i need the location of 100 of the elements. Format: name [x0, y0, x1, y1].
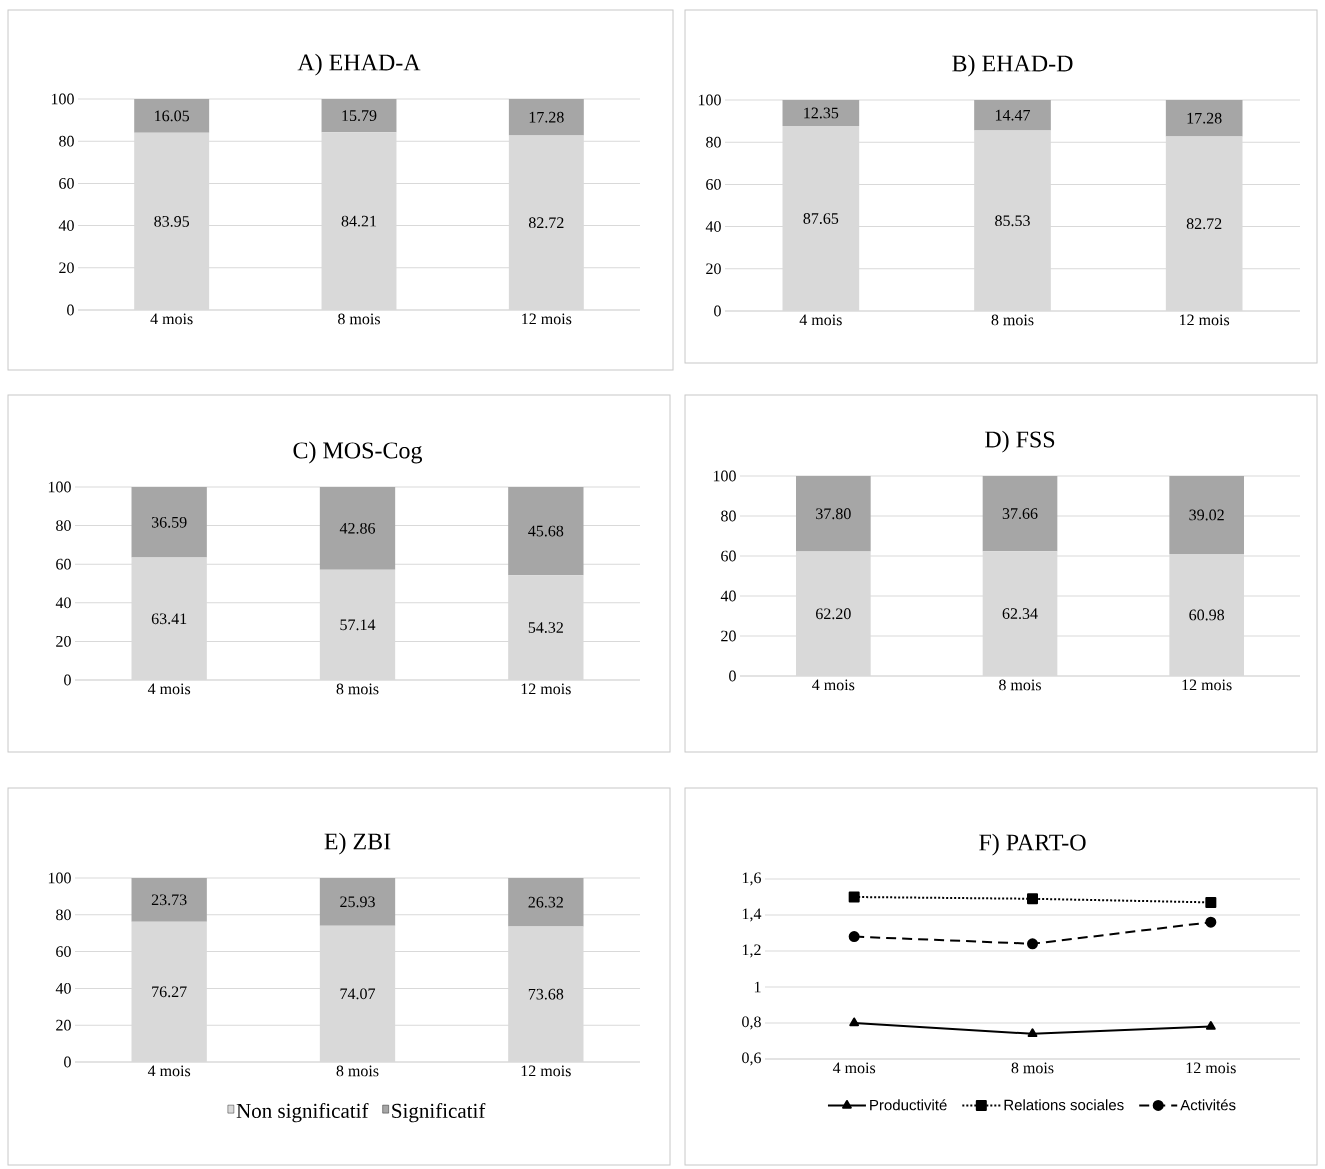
data-label: 63.41	[151, 613, 187, 625]
point	[1205, 896, 1217, 908]
x-tick-label: 4 mois	[150, 313, 193, 325]
data-label: 26.32	[528, 896, 563, 908]
y-tick-label: 0	[729, 670, 736, 682]
y-tick-label: 80	[59, 135, 74, 147]
x-tick-label: 8 mois	[336, 1065, 379, 1077]
legend-label: Significatif	[392, 1102, 486, 1123]
point	[1027, 893, 1039, 905]
point	[848, 931, 860, 943]
data-label: 82.72	[1186, 218, 1222, 230]
point	[1027, 1028, 1038, 1038]
point	[1027, 938, 1039, 950]
data-label: 74.07	[340, 988, 376, 1000]
data-label: 37.66	[1002, 508, 1038, 520]
data-label: 39.02	[1189, 509, 1224, 521]
x-tick-label: 8 mois	[338, 313, 380, 325]
y-tick-label: 1	[754, 981, 761, 993]
data-label: 73.68	[528, 988, 564, 1000]
bar	[1165, 99, 1243, 137]
chart-title: A) EHAD-A	[297, 53, 421, 76]
y-tick-label: 0,6	[742, 1052, 761, 1066]
data-label: 42.86	[339, 522, 376, 534]
data-label: 62.34	[1002, 608, 1038, 620]
bar	[134, 98, 210, 133]
chart-title: B) EHAD-D	[952, 54, 1073, 77]
y-tick-label: 100	[48, 481, 71, 493]
bar	[796, 475, 871, 552]
y-tick-label: 80	[706, 136, 721, 148]
y-tick-label: 0	[64, 1056, 71, 1068]
y-tick-label: 1,6	[742, 872, 761, 886]
y-tick-label: 1,4	[742, 908, 762, 922]
legend-label: Relations sociales	[1004, 1099, 1124, 1111]
y-tick-label: 100	[698, 94, 721, 106]
data-label: 14.47	[995, 109, 1031, 121]
x-tick-label: 8 mois	[1011, 1062, 1054, 1074]
x-tick-label: 12 mois	[521, 1065, 571, 1077]
point	[1205, 1021, 1216, 1030]
y-tick-label: 0	[64, 674, 71, 686]
y-tick-label: 80	[56, 520, 71, 531]
x-tick-label: 4 mois	[147, 683, 191, 695]
legend-label: Non significatif	[236, 1102, 369, 1123]
data-label: 25.93	[340, 896, 375, 908]
y-tick-label: 60	[706, 178, 721, 190]
y-tick-label: 20	[59, 262, 74, 274]
bar	[508, 877, 584, 927]
x-tick-label: 8 mois	[999, 679, 1041, 691]
data-label: 57.14	[340, 619, 376, 631]
y-tick-label: 100	[48, 872, 71, 884]
y-tick-label: 60	[56, 946, 71, 957]
bar	[982, 475, 1058, 552]
y-tick-label: 80	[721, 510, 736, 522]
x-tick-label: 4 mois	[832, 1062, 876, 1074]
chart-title: F) PART-O	[979, 833, 1086, 856]
bar	[131, 486, 207, 558]
point	[1205, 916, 1217, 928]
x-tick-label: 8 mois	[336, 683, 379, 695]
chart-title: D) FSS	[985, 430, 1055, 453]
data-label: 60.98	[1189, 609, 1225, 621]
bar	[319, 486, 396, 570]
point	[848, 891, 860, 903]
bar	[974, 99, 1051, 131]
x-tick-label: 12 mois	[1186, 1062, 1236, 1074]
y-tick-label: 80	[56, 909, 71, 921]
y-tick-label: 0	[714, 305, 721, 317]
y-tick-label: 40	[55, 982, 71, 994]
y-tick-label: 100	[713, 470, 736, 482]
data-label: 76.27	[152, 986, 187, 998]
x-tick-label: 12 mois	[1182, 679, 1232, 691]
y-tick-label: 0,8	[742, 1016, 761, 1030]
bar	[782, 99, 860, 127]
data-label: 16.05	[155, 110, 190, 122]
point	[849, 1017, 860, 1027]
y-tick-label: 40	[720, 590, 736, 602]
x-tick-label: 12 mois	[522, 313, 572, 325]
data-label: 17.28	[1187, 112, 1222, 124]
y-tick-label: 0	[67, 304, 74, 316]
x-tick-label: 4 mois	[147, 1065, 191, 1077]
x-tick-label: 4 mois	[812, 679, 855, 691]
y-tick-label: 60	[56, 558, 71, 570]
y-tick-label: 20	[56, 1019, 71, 1031]
y-tick-label: 40	[55, 597, 71, 609]
y-tick-label: 40	[58, 220, 74, 231]
y-tick-label: 40	[705, 221, 721, 232]
x-tick-label: 12 mois	[521, 683, 571, 695]
y-tick-label: 20	[56, 635, 71, 647]
data-label: 15.79	[342, 110, 377, 122]
bar	[508, 486, 584, 576]
x-tick-label: 4 mois	[799, 314, 842, 326]
chart-title: E) ZBI	[324, 832, 391, 855]
legend-label: Productivité	[870, 1099, 947, 1111]
data-label: 82.72	[528, 217, 564, 229]
data-label: 62.20	[816, 608, 851, 620]
data-label: 87.65	[803, 213, 839, 224]
data-label: 54.32	[528, 622, 563, 633]
y-tick-label: 20	[721, 630, 736, 642]
y-tick-label: 60	[721, 550, 736, 562]
data-label: 36.59	[151, 516, 187, 528]
y-tick-label: 100	[51, 93, 74, 105]
y-tick-label: 20	[706, 263, 721, 275]
